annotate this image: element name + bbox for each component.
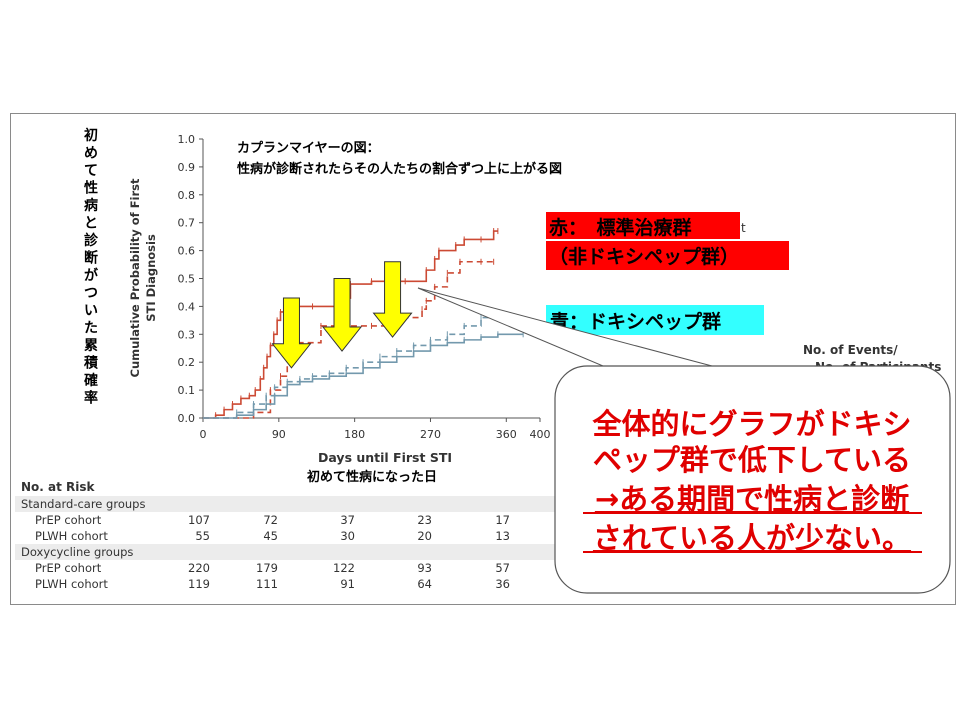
down-arrow — [372, 261, 413, 338]
x-axis-caption-jp: 初めて性病になった日 — [307, 469, 437, 485]
vertical-caption-char: 病 — [84, 197, 98, 214]
risk-cell: 23 — [417, 513, 432, 527]
vertical-caption-char: つ — [84, 286, 98, 302]
x-axis-label: Days until First STI — [318, 450, 452, 465]
risk-cell: 55 — [195, 529, 210, 543]
red-label-line1: 赤： 標準治療群 — [549, 216, 692, 239]
risk-group-label: Doxycycline groups — [21, 545, 133, 559]
risk-cell: 45 — [263, 529, 278, 543]
risk-row-label: PrEP cohort — [35, 513, 102, 527]
y-axis-label-line1: Cumulative Probability of First — [128, 178, 142, 378]
chart-axes: 0.0 0.1 0.2 0.3 0.4 0.5 0.6 0.7 0.8 0.9 1.0 0 90 180 2… — [178, 133, 551, 441]
chart-series — [203, 228, 524, 419]
risk-cell: 57 — [495, 561, 510, 575]
callout-line3: →ある期間で性病と診断 — [595, 482, 909, 516]
y-tick-label: 0.2 — [178, 356, 196, 369]
red-label-bg-2 — [546, 241, 789, 270]
y-tick-label: 0.8 — [178, 189, 196, 202]
annotation-arrows — [271, 261, 413, 369]
risk-cell: 91 — [340, 577, 355, 591]
down-arrow — [321, 278, 363, 352]
risk-cell: 111 — [256, 577, 278, 591]
down-arrow — [271, 297, 312, 369]
vertical-caption-char: 累 — [84, 338, 98, 354]
y-tick-label: 0.7 — [178, 217, 196, 230]
y-tick-label: 0.6 — [178, 245, 196, 258]
risk-row-label: PLWH cohort — [35, 529, 108, 543]
risk-cell: 220 — [188, 561, 210, 575]
risk-group-label: Standard-care groups — [21, 497, 145, 511]
vertical-caption-char: 確 — [84, 372, 98, 389]
risk-cell: 107 — [188, 513, 210, 527]
vertical-caption-char: 断 — [84, 250, 98, 267]
vertical-caption-char: め — [84, 146, 98, 162]
vertical-caption-char: 積 — [83, 355, 99, 372]
risk-row-label: PLWH cohort — [35, 577, 108, 591]
callout-line1: 全体的にグラフがドキシ — [591, 407, 911, 441]
x-tick-label: 0 — [200, 428, 207, 441]
callout-line2: ペップ群で低下している — [593, 443, 911, 477]
y-tick-label: 1.0 — [178, 133, 196, 146]
risk-cell: 36 — [495, 577, 510, 591]
risk-cell: 37 — [340, 513, 355, 527]
vertical-caption-char: て — [84, 163, 98, 179]
risk-table-header: No. at Risk — [21, 480, 96, 494]
x-tick-label: 90 — [272, 428, 286, 441]
vertical-caption-char: 初 — [84, 127, 98, 144]
callout-box — [554, 365, 951, 594]
risk-table: No. at Risk Standard-care groups PrEP coh… — [15, 480, 555, 591]
risk-row-label: PrEP cohort — [35, 561, 102, 575]
risk-cell: 17 — [495, 513, 510, 527]
series-blue-solid-line — [203, 333, 524, 419]
km-note-line1: カプランマイヤーの図： — [237, 141, 380, 156]
risk-cell: 179 — [256, 561, 278, 575]
y-tick-label: 0.4 — [178, 300, 196, 313]
vertical-caption-char: 診 — [84, 232, 99, 249]
blue-label: 青：ドキシペップ群 — [550, 310, 721, 333]
risk-cell: 122 — [333, 561, 355, 575]
vertical-caption-char: が — [84, 267, 99, 284]
vertical-caption-char: た — [84, 321, 98, 337]
risk-cell: 93 — [417, 561, 432, 575]
vertical-caption-char: と — [84, 216, 98, 232]
risk-group-band — [15, 496, 555, 512]
y-tick-label: 0.1 — [178, 384, 196, 397]
events-header-line1: No. of Events/ — [803, 343, 898, 357]
y-tick-label: 0.5 — [178, 273, 196, 286]
x-tick-label: 270 — [420, 428, 441, 441]
risk-cell: 20 — [417, 529, 432, 543]
risk-cell: 119 — [188, 577, 210, 591]
km-note-line2: 性病が診断されたらその人たちの割合ずつ上に上がる図 — [237, 161, 562, 177]
x-tick-label: 400 — [530, 428, 551, 441]
vertical-caption: 初めて性病と診断がついた累積確率 — [83, 127, 99, 407]
blue-label-bg — [546, 305, 764, 335]
slide-frame — [10, 113, 956, 605]
x-tick-label: 180 — [344, 428, 365, 441]
risk-cell: 72 — [263, 513, 278, 527]
risk-cell: 13 — [495, 529, 510, 543]
vertical-caption-char: い — [84, 303, 98, 319]
risk-cell: 30 — [340, 529, 355, 543]
y-axis-label-line2: STI Diagnosis — [144, 234, 158, 322]
y-tick-label: 0.9 — [178, 161, 196, 174]
red-label-overflow: t — [741, 221, 746, 235]
callout-line4: されている人が少ない。 — [593, 521, 911, 555]
y-tick-label: 0.0 — [178, 412, 196, 425]
x-tick-label: 360 — [496, 428, 517, 441]
vertical-caption-char: 性 — [84, 180, 98, 197]
risk-cell: 64 — [417, 577, 432, 591]
red-label-line2: （非ドキシペップ群） — [549, 245, 739, 268]
red-label-bg-1 — [546, 212, 740, 239]
vertical-caption-char: 率 — [84, 390, 98, 407]
risk-group-band — [15, 544, 555, 560]
y-tick-label: 0.3 — [178, 328, 196, 341]
